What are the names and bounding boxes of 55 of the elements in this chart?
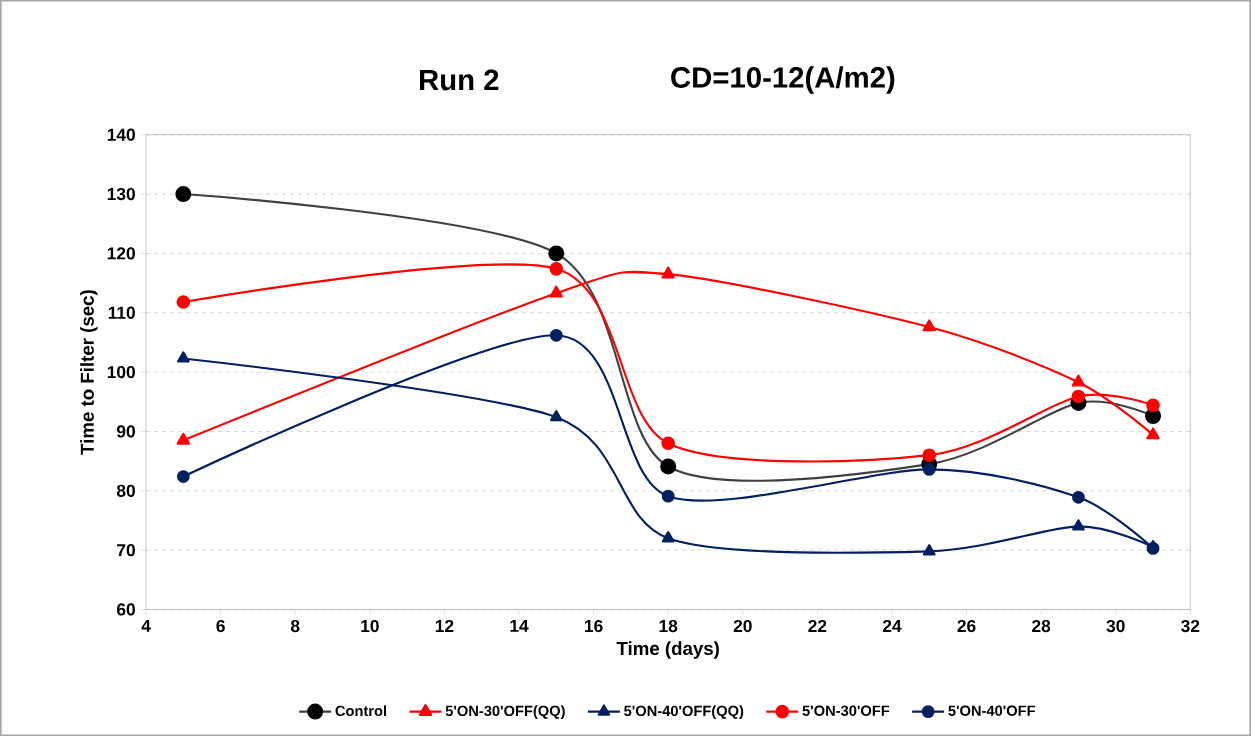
x-axis-title: Time (days) bbox=[616, 641, 719, 659]
x-tick-label: 20 bbox=[733, 619, 752, 633]
point bbox=[1146, 427, 1160, 440]
legend-label: 5'ON-30'OFF(QQ) bbox=[445, 705, 565, 719]
point bbox=[922, 319, 936, 332]
legend-label: 5'ON-30'OFF bbox=[802, 705, 890, 716]
x-tick-label: 8 bbox=[290, 619, 300, 633]
y-tick-label: 120 bbox=[107, 247, 135, 260]
x-tick-label: 16 bbox=[585, 619, 603, 633]
point bbox=[661, 266, 675, 279]
x-tick-label: 10 bbox=[361, 619, 379, 633]
point bbox=[1146, 398, 1160, 413]
x-tick-label: 22 bbox=[808, 619, 827, 632]
point bbox=[922, 462, 936, 476]
x-tick-label: 32 bbox=[1181, 619, 1200, 633]
point bbox=[176, 470, 190, 483]
y-tick-label: 80 bbox=[116, 484, 135, 497]
point bbox=[922, 448, 937, 462]
x-tick-label: 18 bbox=[659, 619, 678, 633]
point bbox=[1072, 490, 1085, 504]
point bbox=[176, 295, 191, 309]
x-tick-label: 28 bbox=[1032, 619, 1051, 633]
legend-label: 5'ON-40'OFF bbox=[948, 705, 1036, 716]
point bbox=[661, 436, 675, 451]
y-tick-label: 70 bbox=[117, 543, 135, 557]
chart-title: Run 2 bbox=[420, 69, 499, 91]
x-tick-label: 14 bbox=[510, 619, 529, 632]
point bbox=[549, 261, 564, 276]
x-tick-label: 6 bbox=[216, 619, 225, 633]
y-axis-title: Time to Filter (sec) bbox=[80, 290, 98, 455]
point bbox=[549, 328, 563, 342]
y-tick-label: 130 bbox=[107, 187, 135, 201]
y-tick-label: 60 bbox=[116, 603, 135, 616]
y-tick-label: 90 bbox=[116, 425, 135, 438]
point bbox=[176, 432, 191, 445]
y-tick-label: 100 bbox=[107, 365, 135, 379]
chart-subtitle: CD=10-12(A/m2) bbox=[671, 66, 895, 94]
x-tick-label: 26 bbox=[957, 619, 976, 633]
point bbox=[922, 544, 936, 556]
legend-label: Control bbox=[335, 705, 387, 716]
point bbox=[1072, 519, 1085, 531]
x-tick-label: 24 bbox=[882, 619, 902, 632]
point bbox=[549, 409, 563, 422]
point bbox=[1071, 374, 1086, 387]
y-tick-label: 110 bbox=[108, 306, 135, 319]
point bbox=[176, 351, 190, 363]
y-tick-label: 140 bbox=[107, 128, 135, 141]
x-tick-label: 4 bbox=[141, 619, 151, 632]
point bbox=[661, 489, 675, 503]
point bbox=[1071, 389, 1086, 404]
x-tick-label: 30 bbox=[1106, 619, 1125, 633]
x-tick-label: 12 bbox=[435, 619, 454, 632]
point bbox=[661, 530, 675, 543]
legend-label: 5'ON-40'OFF(QQ) bbox=[624, 705, 744, 719]
point bbox=[549, 285, 564, 298]
